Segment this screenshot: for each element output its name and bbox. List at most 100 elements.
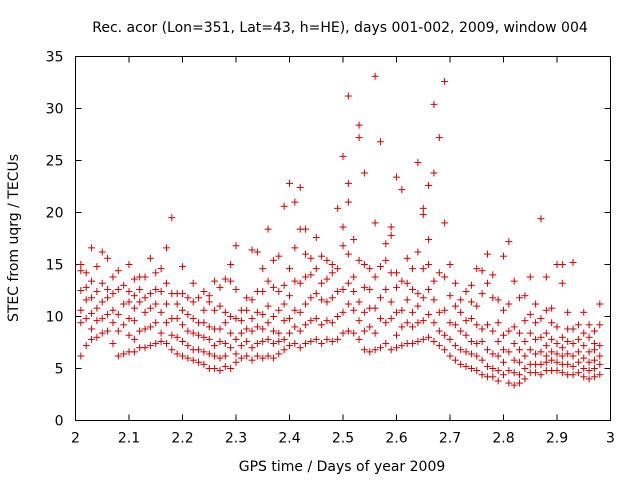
data-point [462,362,470,370]
data-point [259,310,267,318]
x-tick-label: 3 [606,431,615,447]
data-point [296,308,304,316]
data-point [286,292,293,300]
data-point [184,310,192,318]
x-tick-label: 2 [71,431,80,447]
data-point [371,304,379,312]
data-point [590,327,598,335]
data-point [152,340,160,348]
data-point [323,275,331,283]
data-point [77,287,85,294]
data-point [457,327,465,335]
data-point [232,285,240,293]
data-point [88,325,96,333]
data-point [227,365,235,372]
data-point [318,340,326,348]
data-point [157,337,165,345]
data-point [286,342,293,350]
data-point [307,337,315,345]
data-point [136,298,144,306]
data-point [473,302,481,310]
data-point [211,365,219,372]
data-point [77,267,85,275]
data-point [548,319,556,327]
data-point [553,367,561,375]
data-point [328,319,336,327]
data-point [130,348,138,356]
x-tick-label: 2.5 [332,431,354,447]
data-point [409,265,417,273]
data-point [200,360,208,368]
data-point [419,204,427,212]
data-point [114,352,122,360]
data-point [109,319,117,327]
data-point [323,317,331,325]
data-point [451,279,459,287]
data-point [500,358,507,366]
data-point [120,300,128,308]
data-point [376,294,384,302]
x-axis-label: GPS time / Days of year 2009 [239,459,446,475]
data-point [382,256,390,264]
data-point [419,211,427,219]
data-point [483,321,491,329]
data-point [184,342,192,350]
data-point [221,362,229,370]
data-point [114,267,122,275]
data-point [558,261,566,268]
data-point [542,358,550,366]
data-point [146,323,154,331]
data-point [494,352,502,360]
data-point [248,315,256,323]
data-point [157,308,165,316]
data-point [243,294,251,302]
x-tick-label: 2.2 [171,431,193,447]
data-point [269,256,277,264]
data-point [312,265,320,273]
data-point [205,298,213,306]
data-point [291,340,299,348]
data-point [409,323,417,331]
data-point [104,294,112,302]
data-point [200,348,208,356]
data-point [574,358,582,366]
data-point [505,379,513,387]
data-point [211,352,219,360]
data-point [82,315,90,323]
data-point [141,308,149,316]
data-point [248,296,256,304]
data-point [510,356,518,364]
data-point [307,254,315,262]
data-point [211,306,219,314]
data-point [425,261,433,268]
data-point [553,340,561,348]
data-point [371,72,379,80]
data-point [227,313,235,320]
data-point [350,288,358,296]
data-point [585,367,593,375]
data-point [334,313,342,320]
data-point [141,325,149,333]
data-point [136,285,144,293]
data-point [505,348,513,356]
data-point [542,329,550,337]
data-point [275,306,283,314]
data-point [467,298,475,306]
data-point [253,340,261,348]
data-point [425,236,433,244]
data-point [585,358,593,366]
data-point [93,288,101,296]
data-point [104,310,112,318]
data-point [478,325,486,333]
data-point [596,300,604,308]
data-point [505,238,513,246]
data-point [451,321,459,329]
data-point [269,327,277,335]
data-point [162,244,170,252]
data-point [537,315,545,323]
data-point [580,354,588,362]
data-point [414,302,422,310]
data-point [259,325,267,333]
data-point [435,327,443,335]
data-point [558,344,566,352]
